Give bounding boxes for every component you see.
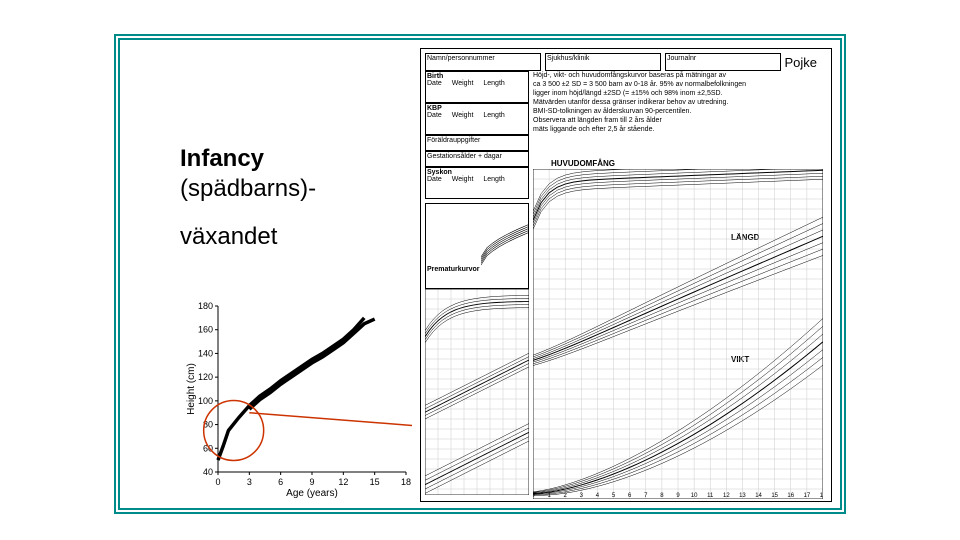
svg-text:9: 9 — [676, 493, 680, 499]
svg-text:17: 17 — [804, 493, 811, 499]
slide-frame: Infancy (spädbarns)- växandet 4060801001… — [120, 40, 840, 508]
svg-text:0: 0 — [215, 477, 220, 487]
svg-text:6: 6 — [628, 493, 632, 499]
svg-text:3: 3 — [247, 477, 252, 487]
svg-text:12: 12 — [723, 493, 730, 499]
title-line1: Infancy — [180, 145, 316, 173]
svg-text:8: 8 — [660, 493, 664, 499]
svg-text:18: 18 — [820, 493, 823, 499]
title-line3: växandet — [180, 223, 316, 251]
svg-text:12: 12 — [338, 477, 348, 487]
sib-len: Length — [483, 176, 504, 183]
svg-text:40: 40 — [203, 467, 213, 477]
svg-text:140: 140 — [198, 348, 213, 358]
form-instruction-text: Höjd-, vikt- och huvudomfångskurvor base… — [533, 71, 803, 134]
title-block: Infancy (spädbarns)- växandet — [180, 145, 316, 251]
svg-text:120: 120 — [198, 372, 213, 382]
birth-title: Birth — [427, 73, 443, 80]
svg-text:16: 16 — [787, 493, 794, 499]
gest-box: Gestationsålder + dagar — [425, 151, 529, 167]
prem-box: Prematurkurvor — [425, 203, 529, 289]
kbp-date: Date — [427, 112, 442, 119]
svg-text:14: 14 — [755, 493, 762, 499]
svg-text:9: 9 — [309, 477, 314, 487]
kbp-box: KBP Date Weight Length — [425, 103, 529, 135]
sib-title: Syskon — [427, 169, 452, 176]
sib-wt: Weight — [452, 176, 474, 183]
svg-text:10: 10 — [691, 493, 698, 499]
birth-box: Birth Date Weight Length — [425, 71, 529, 103]
prem-mini-svg — [481, 205, 529, 271]
growth-form-panel: Pojke Namn/personnummerSjukhus/klinikJou… — [420, 48, 832, 502]
kbp-title: KBP — [427, 105, 442, 112]
birth-len: Length — [483, 80, 504, 87]
top-field-0: Namn/personnummer — [425, 53, 541, 71]
svg-text:3: 3 — [580, 493, 584, 499]
svg-text:18: 18 — [401, 477, 411, 487]
title-line2: (spädbarns)- — [180, 175, 316, 203]
parents-box: Föräldrauppgifter — [425, 135, 529, 151]
svg-text:2: 2 — [564, 493, 568, 499]
top-field-1: Sjukhus/klinik — [545, 53, 661, 71]
svg-text:7: 7 — [644, 493, 648, 499]
svg-text:5: 5 — [612, 493, 616, 499]
sib-box: Syskon Date Weight Length — [425, 167, 529, 199]
svg-text:11: 11 — [707, 493, 714, 499]
svg-text:6: 6 — [278, 477, 283, 487]
prem-title: Prematurkurvor — [427, 266, 480, 273]
birth-wt: Weight — [452, 80, 474, 87]
growth-curves-svg: 0123456789101112131415161718 — [533, 169, 823, 499]
svg-text:4: 4 — [596, 493, 600, 499]
svg-text:Age (years): Age (years) — [286, 488, 338, 499]
svg-text:15: 15 — [771, 493, 778, 499]
svg-text:100: 100 — [198, 396, 213, 406]
top-field-2: Journalnr — [665, 53, 781, 71]
svg-text:15: 15 — [370, 477, 380, 487]
svg-text:160: 160 — [198, 325, 213, 335]
form-gender-label: Pojke — [784, 55, 817, 70]
svg-text:180: 180 — [198, 301, 213, 311]
sib-date: Date — [427, 176, 442, 183]
infant-panel-svg — [425, 289, 529, 495]
mini-height-chart: 4060801001201401601800369121518Age (year… — [182, 300, 412, 500]
svg-text:Height (cm): Height (cm) — [186, 363, 197, 415]
svg-text:13: 13 — [739, 493, 746, 499]
kbp-len: Length — [483, 112, 504, 119]
section-head: HUVUDOMFÅNG — [551, 159, 615, 168]
birth-date: Date — [427, 80, 442, 87]
kbp-wt: Weight — [452, 112, 474, 119]
